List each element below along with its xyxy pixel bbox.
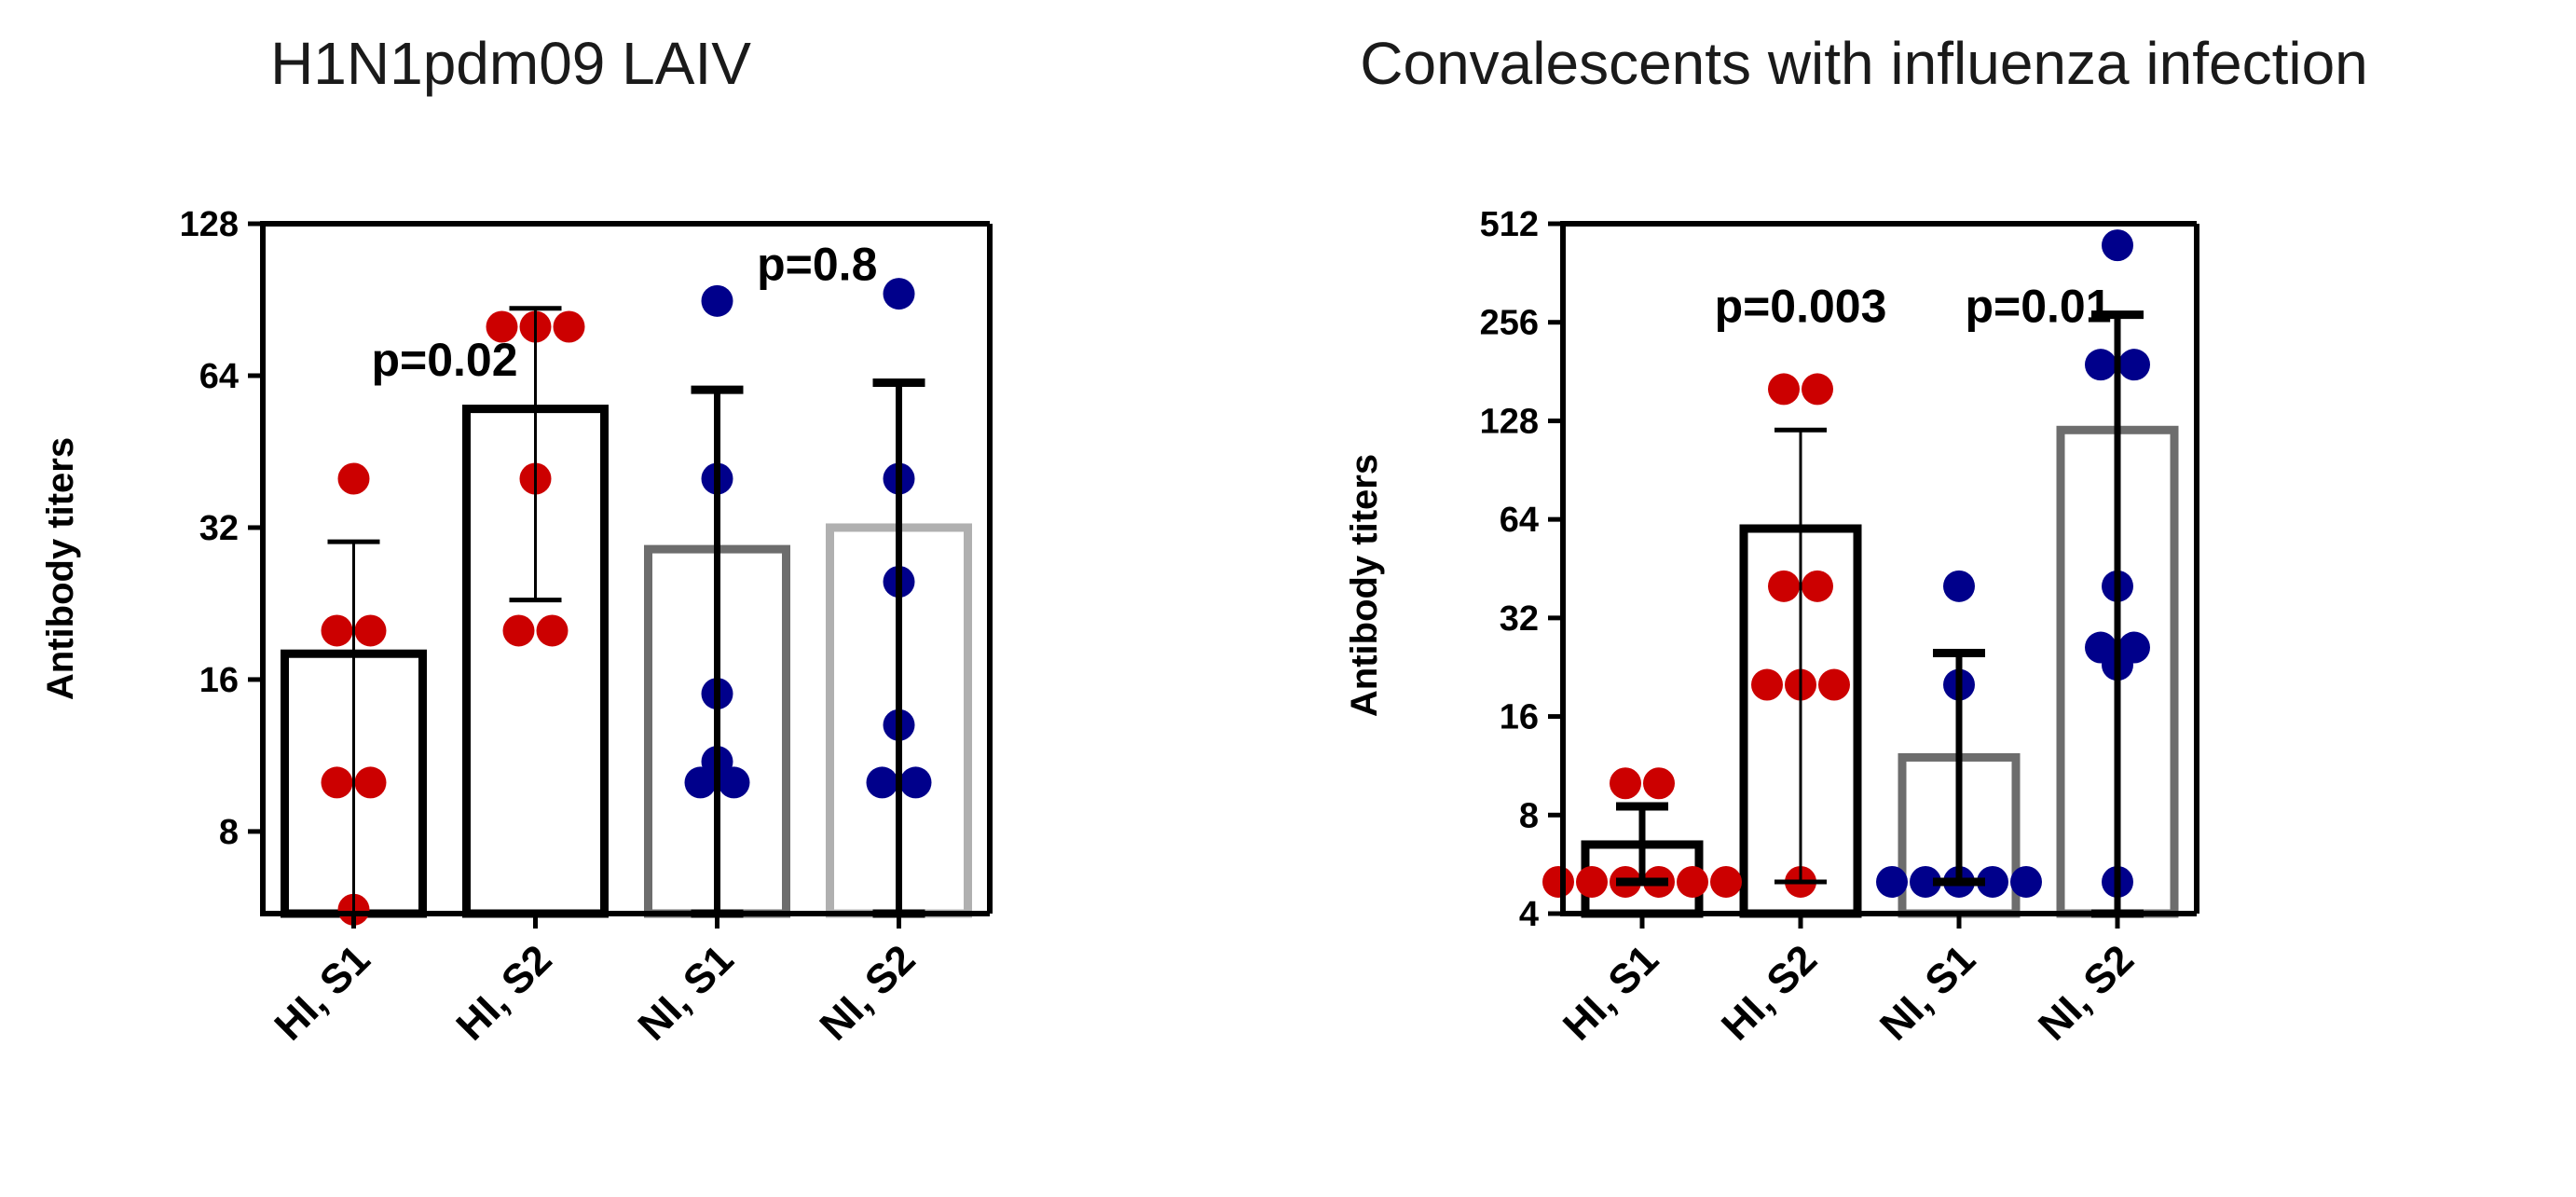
data-point-ni-s1 — [701, 284, 733, 317]
y-tick-label: 16 — [199, 661, 239, 700]
data-point-ni-s1 — [1977, 865, 2008, 898]
data-point-ni-s1 — [1910, 865, 1941, 898]
y-tick-label: 256 — [1480, 304, 1539, 343]
data-point-hi-s1 — [1542, 865, 1574, 898]
data-point-ni-s2 — [2102, 229, 2133, 262]
data-point-ni-s2 — [2085, 349, 2117, 381]
data-point-ni-s2 — [866, 766, 898, 799]
p-value-annotation: p=0.8 — [757, 238, 877, 290]
data-point-hi-s1 — [321, 766, 353, 799]
y-tick-label: 4 — [1519, 895, 1539, 934]
chart-panel-right: Convalescents with influenza infection An… — [1288, 0, 2576, 1197]
data-point-hi-s2 — [1768, 570, 1800, 602]
x-tick-label-ni-s2: NI, S2 — [811, 936, 924, 1049]
y-tick-label: 64 — [1500, 501, 1539, 540]
y-tick-label: 128 — [1480, 402, 1539, 441]
data-point-ni-s2 — [899, 766, 932, 799]
data-point-hi-s2 — [1818, 668, 1850, 701]
y-axis-label: Antibody titers — [1344, 454, 1385, 717]
data-point-ni-s1 — [684, 766, 717, 799]
y-tick-label: 64 — [199, 357, 239, 396]
data-point-hi-s1 — [1610, 767, 1641, 800]
x-tick-label-ni-s1: NI, S1 — [629, 936, 742, 1049]
data-point-hi-s2 — [1768, 373, 1800, 406]
data-point-hi-s2 — [1802, 570, 1833, 602]
data-point-hi-s2 — [486, 310, 518, 343]
data-point-hi-s1 — [321, 614, 353, 647]
x-tick-label-hi-s1: HI, S1 — [266, 936, 378, 1049]
data-point-hi-s1 — [1677, 865, 1708, 898]
x-tick-label-ni-s1: NI, S1 — [1871, 936, 1984, 1049]
data-point-hi-s2 — [553, 310, 585, 343]
chart-title: H1N1pdm09 LAIV — [270, 30, 751, 97]
error-bar-ni-s1 — [1933, 649, 1985, 887]
data-point-hi-s2 — [502, 614, 535, 647]
chart-panel-left: H1N1pdm09 LAIV Antibody titers 8 16 32 64 128 H… — [40, 30, 993, 1050]
data-point-hi-s1 — [354, 614, 387, 647]
y-tick-label: 32 — [199, 509, 239, 548]
data-point-ni-s1 — [1876, 865, 1908, 898]
p-value-annotation: p=0.01 — [1965, 281, 2111, 333]
y-tick-label: 8 — [219, 813, 239, 852]
data-point-hi-s1 — [1643, 767, 1675, 800]
error-bar-ni-s2 — [872, 378, 925, 918]
error-bar-ni-s2 — [2091, 310, 2144, 918]
data-point-ni-s1 — [2010, 865, 2042, 898]
y-tick-label: 8 — [1519, 796, 1539, 835]
x-tick-label-hi-s1: HI, S1 — [1555, 936, 1667, 1049]
data-point-ni-s2 — [2118, 349, 2150, 381]
data-point-hi-s2 — [536, 614, 569, 647]
chart-h1n1pdm09-laiv: H1N1pdm09 LAIV Antibody titers 8 16 32 64 128 H… — [40, 30, 993, 1050]
error-bar-ni-s1 — [691, 385, 744, 918]
y-tick-label: 16 — [1500, 698, 1539, 737]
data-point-hi-s1 — [1710, 865, 1742, 898]
data-point-ni-s1 — [1943, 570, 1975, 602]
x-tick-label-hi-s2: HI, S2 — [1713, 936, 1826, 1049]
data-point-hi-s2 — [1802, 373, 1833, 406]
y-tick-label: 512 — [1480, 205, 1539, 244]
p-value-annotation: p=0.02 — [371, 334, 517, 386]
data-point-hi-s1 — [1576, 865, 1608, 898]
error-bar-hi-s2 — [1774, 427, 1827, 885]
data-point-hi-s1 — [337, 462, 370, 495]
data-point-hi-s1 — [354, 766, 387, 799]
data-point-hi-s2 — [1751, 668, 1783, 701]
data-point-ni-s1 — [718, 766, 750, 799]
y-tick-label: 32 — [1500, 599, 1539, 639]
y-axis-label: Antibody titers — [40, 437, 81, 700]
data-point-ni-s2 — [883, 278, 915, 310]
x-tick-label-hi-s2: HI, S2 — [447, 936, 560, 1049]
error-bar-hi-s1 — [327, 539, 380, 916]
chart-title: Convalescents with influenza infection — [1360, 30, 2368, 97]
x-tick-label-ni-s2: NI, S2 — [2030, 936, 2143, 1049]
error-bar-hi-s1 — [1616, 802, 1668, 887]
p-value-annotation: p=0.003 — [1715, 281, 1887, 333]
y-tick-label: 128 — [180, 205, 239, 244]
error-bar-hi-s2 — [509, 306, 562, 603]
chart-convalescents: Convalescents with influenza infection An… — [1344, 30, 2368, 1050]
